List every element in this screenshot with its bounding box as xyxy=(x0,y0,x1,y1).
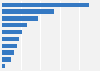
Bar xyxy=(2,3,89,7)
Bar xyxy=(2,64,5,68)
Bar xyxy=(2,37,19,41)
Bar xyxy=(2,57,11,62)
Bar xyxy=(2,23,27,27)
Bar xyxy=(2,44,17,48)
Bar xyxy=(2,30,22,34)
Bar xyxy=(2,16,38,21)
Bar xyxy=(2,9,54,14)
Bar xyxy=(2,50,14,55)
